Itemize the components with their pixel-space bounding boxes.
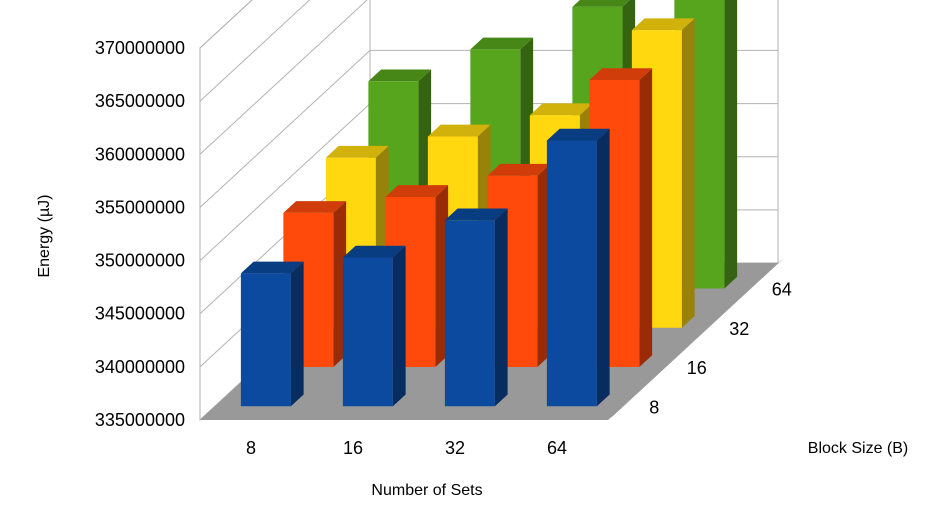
bar <box>342 245 406 407</box>
bar-front <box>444 220 495 407</box>
bar-top <box>470 37 534 50</box>
bar-side <box>724 0 738 289</box>
bar-top <box>368 69 432 82</box>
y-tick-labels: 335000000 340000000 345000000 350000000 3550… <box>95 38 185 430</box>
bar-top <box>385 185 449 197</box>
bar-top <box>283 201 347 213</box>
y-tick-label: 355000000 <box>95 197 185 217</box>
bar-front <box>240 273 291 407</box>
bar-front <box>342 257 393 407</box>
depth-tick-label: 64 <box>772 280 792 300</box>
y-axis-title: Energy (µJ) <box>36 194 53 277</box>
y-tick-label: 335000000 <box>95 410 185 430</box>
bar-top <box>325 145 389 158</box>
depth-axis-title: Block Size (B) <box>808 440 908 457</box>
x-axis-title: Number of Sets <box>371 482 482 499</box>
bar-top <box>342 245 406 258</box>
y-tick-label: 370000000 <box>95 38 185 58</box>
x-tick-labels: 8 16 32 64 <box>246 438 567 458</box>
gridline <box>199 0 368 155</box>
y-tick-label: 350000000 <box>95 251 185 271</box>
bar-front <box>546 140 597 407</box>
y-tick-label: 365000000 <box>95 91 185 111</box>
bar-top <box>546 128 610 141</box>
bar-side <box>681 18 695 328</box>
bar-side <box>639 68 653 368</box>
y-tick-label: 360000000 <box>95 144 185 164</box>
depth-tick-label: 16 <box>687 358 707 378</box>
bar <box>444 208 508 407</box>
bar-top <box>631 18 695 31</box>
bar-side <box>494 208 508 407</box>
bars <box>240 0 738 407</box>
bar <box>546 128 610 407</box>
x-tick-label: 64 <box>547 438 567 458</box>
x-tick-label: 16 <box>343 438 363 458</box>
floor-edge <box>608 258 784 420</box>
depth-tick-label: 32 <box>729 319 749 339</box>
x-tick-label: 8 <box>246 438 256 458</box>
bar <box>240 261 304 407</box>
bar-top <box>444 208 508 221</box>
x-tick-label: 32 <box>445 438 465 458</box>
gridline <box>199 0 311 102</box>
bar-top <box>240 261 304 274</box>
y-tick-label: 340000000 <box>95 357 185 377</box>
bar-top <box>427 124 491 137</box>
bar-top <box>589 68 653 81</box>
bar-side <box>392 245 406 407</box>
bar-top <box>487 163 551 176</box>
depth-tick-label: 8 <box>649 397 659 417</box>
bar-side <box>596 128 610 407</box>
bar-side <box>290 261 304 407</box>
bar-top <box>572 0 630 7</box>
y-tick-label: 345000000 <box>95 304 185 324</box>
depth-tick-labels: 8 16 32 64 <box>649 280 792 418</box>
bar-top <box>529 103 593 116</box>
